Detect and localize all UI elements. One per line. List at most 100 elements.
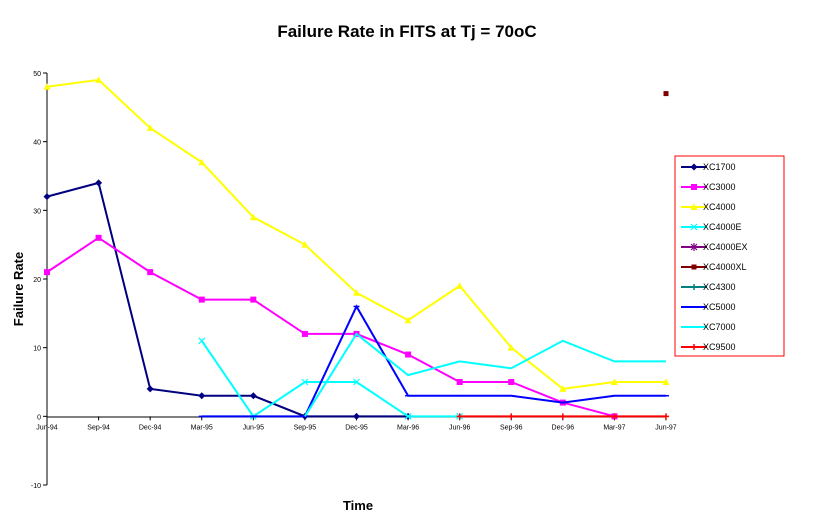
y-tick-label: 40	[33, 140, 41, 147]
data-point-xc9500	[508, 413, 515, 420]
data-point-xc1700	[43, 193, 51, 201]
legend-label: XC7000	[703, 322, 736, 332]
x-tick-label: Sep-96	[500, 424, 523, 431]
legend-label: XC5000	[703, 302, 736, 312]
data-point-xc4000	[301, 241, 309, 248]
data-point-xc3000	[198, 296, 205, 303]
data-point-xc1700	[353, 412, 360, 420]
y-tick-label: 30	[33, 208, 41, 215]
x-tick-label: Mar-95	[191, 424, 213, 431]
y-axis-title: Failure Rate	[11, 252, 26, 326]
data-point-xc4000	[662, 378, 670, 385]
data-point-xc1700	[146, 385, 154, 393]
y-tick-label: 20	[33, 277, 41, 284]
data-point-xc4000	[404, 316, 412, 324]
series-line-xc3000	[46, 236, 615, 418]
legend-item-xc9500: XC9500	[681, 342, 736, 352]
data-point-xc4000e	[404, 412, 412, 420]
legend-label: XC4000E	[703, 222, 742, 232]
legend-item-xc4000xl: XC4000XL	[681, 262, 747, 272]
legend-box	[674, 155, 785, 357]
data-point-xc1700	[198, 392, 206, 400]
legend-item-xc7000: XC7000	[681, 322, 736, 332]
data-point-xc4000	[610, 378, 618, 385]
y-tick-label: 0	[37, 414, 41, 421]
x-axis-title: Time	[343, 498, 373, 513]
series-xc4000	[43, 76, 670, 392]
legend-marker	[690, 203, 698, 210]
series-xc5000	[198, 304, 669, 418]
data-point-xc3000	[147, 269, 154, 276]
series-line-xc1700	[46, 181, 409, 418]
data-point-xc1700	[95, 179, 103, 187]
data-point-xc4000	[353, 289, 360, 296]
legend: XC1700 XC3000 XC4000 XC4000E XC4000EX XC4000X…	[674, 155, 785, 357]
plot-area: -10 0 10 20 30 40 50 Jun-94 Sep-94 Dec-94 Mar-95 J…	[31, 71, 677, 490]
data-point-xc4000e	[198, 337, 206, 345]
legend-item-xc5000: XC5000	[681, 302, 736, 312]
x-tick-label: Sep-95	[294, 424, 317, 431]
series-xc7000	[304, 332, 666, 417]
data-point-xc9500	[663, 413, 669, 420]
data-point-xc4000e	[301, 378, 309, 386]
x-tick-label: Jun-94	[36, 424, 58, 431]
data-point-xc9500	[559, 413, 566, 420]
series-xc9500	[456, 413, 669, 420]
series-group	[43, 76, 670, 420]
x-tick-label: Jun-97	[655, 424, 677, 431]
legend-marker	[691, 184, 697, 190]
legend-marker	[691, 344, 697, 350]
y-tick-label: 50	[33, 71, 41, 78]
data-point-xc9500	[611, 413, 618, 420]
legend-item-xc1700: XC1700	[681, 162, 736, 172]
series-xc4000xl	[663, 91, 669, 97]
x-axis-ticks: Jun-94 Sep-94 Dec-94 Mar-95 Jun-95 Sep-95 Dec-…	[36, 416, 677, 431]
data-point-xc3000	[301, 330, 308, 337]
data-point-xc4000	[43, 83, 51, 90]
legend-marker	[690, 223, 698, 231]
y-axis-ticks: -10 0 10 20 30 40 50	[31, 71, 47, 490]
data-point-xc4000	[559, 385, 567, 392]
series-line-xc7000	[304, 332, 666, 417]
y-tick-label: -10	[31, 483, 41, 490]
series-line-xc4000e	[200, 340, 460, 418]
x-tick-label: Dec-96	[552, 424, 575, 431]
series-line-xc4000	[46, 78, 666, 390]
data-point-xc1700	[249, 392, 257, 400]
legend-label: XC4300	[703, 282, 736, 292]
data-point-xc4000e	[353, 378, 360, 386]
data-point-xc4000	[198, 158, 206, 166]
legend-label: XC3000	[703, 182, 736, 192]
data-point-xc4000xl	[663, 91, 669, 97]
data-point-xc9500	[456, 413, 463, 420]
legend-item-xc4000e: XC4000E	[681, 222, 742, 232]
series-xc3000	[44, 234, 618, 420]
data-point-xc3000	[508, 379, 515, 385]
x-tick-label: Dec-95	[345, 424, 368, 431]
chart-title: Failure Rate in FITS at Tj = 70oC	[277, 22, 536, 41]
data-point-xc3000	[405, 351, 412, 358]
data-point-xc4000	[507, 344, 515, 351]
x-tick-label: Jun-96	[449, 424, 471, 431]
legend-item-xc4000: XC4000	[681, 202, 736, 212]
data-point-xc3000	[95, 234, 102, 241]
data-point-xc4000	[95, 76, 103, 83]
y-tick-label: 10	[33, 346, 41, 353]
data-point-xc3000	[44, 269, 50, 276]
legend-label: XC4000	[703, 202, 736, 212]
x-tick-label: Sep-94	[87, 424, 110, 431]
x-tick-label: Mar-96	[397, 424, 419, 431]
x-tick-label: Mar-97	[603, 424, 625, 431]
legend-marker	[691, 264, 697, 270]
data-point-xc4000	[146, 124, 154, 131]
legend-marker	[690, 243, 698, 251]
legend-marker	[690, 163, 698, 171]
legend-item-xc4300: XC4300	[681, 282, 736, 292]
legend-label: XC1700	[703, 162, 736, 172]
x-tick-label: Dec-94	[139, 424, 162, 431]
legend-item-xc4000ex: XC4000EX	[681, 242, 748, 252]
data-point-xc4000	[249, 213, 257, 221]
series-line-xc5000	[201, 304, 666, 418]
data-point-xc3000	[250, 296, 257, 303]
